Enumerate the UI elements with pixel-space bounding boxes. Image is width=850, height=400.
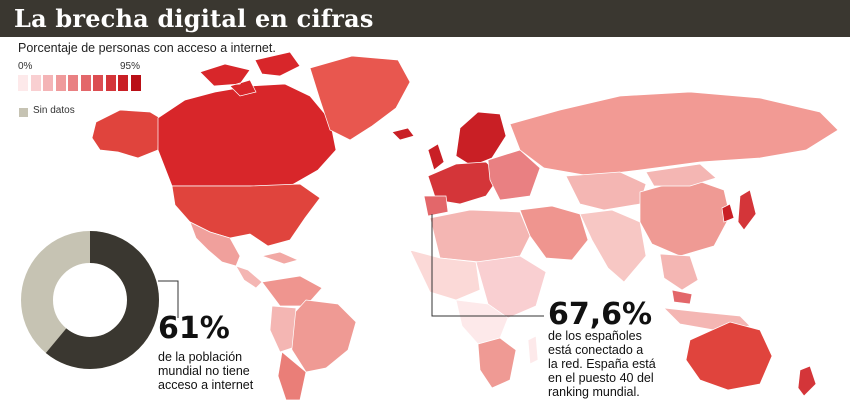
legend-max-label: 95% bbox=[120, 61, 141, 72]
region-south-asia bbox=[579, 209, 647, 283]
legend-scale-step bbox=[55, 75, 66, 91]
map-subtitle: Porcentaje de personas con acceso a inte… bbox=[18, 41, 276, 55]
world-description-line: acceso a internet bbox=[158, 378, 254, 392]
legend-scale-step bbox=[80, 75, 91, 91]
region-caribbean bbox=[260, 251, 300, 265]
spain-callout-line bbox=[431, 214, 544, 317]
spain-connected-percentage: 67,6% bbox=[548, 297, 653, 332]
region-russia bbox=[509, 91, 839, 177]
region-andes bbox=[269, 305, 297, 353]
world-callout-line bbox=[158, 280, 179, 318]
legend-no-data-label: Sin datos bbox=[33, 105, 75, 116]
region-southern-africa bbox=[477, 337, 517, 389]
region-alaska bbox=[91, 109, 161, 159]
region-japan bbox=[737, 189, 757, 231]
world-description-line: mundial no tiene bbox=[158, 364, 250, 378]
region-korea bbox=[721, 203, 735, 223]
world-description-line: de la población bbox=[158, 350, 243, 364]
legend-no-data-swatch bbox=[19, 108, 28, 117]
region-new-zealand bbox=[797, 365, 817, 397]
legend-scale-step bbox=[18, 75, 28, 91]
legend-scale-step bbox=[43, 75, 53, 91]
page-title: La brecha digital en cifras bbox=[14, 4, 374, 33]
region-australia bbox=[685, 321, 773, 391]
region-arctic-islands bbox=[199, 51, 301, 97]
spain-connected-description: de los españoles está conectado a la red… bbox=[548, 329, 688, 399]
legend-scale-step bbox=[93, 75, 103, 91]
legend-color-scale bbox=[18, 75, 143, 91]
legend-scale-step bbox=[105, 75, 116, 91]
region-southeast-asia bbox=[659, 253, 699, 291]
spain-description-line: de los españoles bbox=[548, 329, 642, 343]
region-middle-east bbox=[519, 205, 589, 261]
legend-scale-step bbox=[118, 75, 128, 91]
region-southern-cone bbox=[277, 351, 307, 400]
spain-description-line: ranking mundial. bbox=[548, 385, 640, 399]
spain-description-line: la red. España está bbox=[548, 357, 656, 371]
spain-description-line: está conectado a bbox=[548, 343, 644, 357]
region-west-africa bbox=[409, 249, 481, 301]
region-iceland bbox=[391, 127, 415, 141]
region-greenland bbox=[309, 55, 411, 141]
region-madagascar bbox=[527, 335, 539, 365]
region-northern-south-america bbox=[261, 275, 323, 307]
legend-scale-step bbox=[30, 75, 41, 91]
region-malaysia bbox=[671, 289, 693, 305]
legend-scale-step bbox=[68, 75, 78, 91]
donut-without-access-segment bbox=[21, 231, 159, 369]
region-central-america bbox=[235, 265, 263, 289]
spain-description-line: en el puesto 40 del bbox=[548, 371, 654, 385]
region-scandinavia bbox=[455, 111, 507, 167]
title-bar: La brecha digital en cifras bbox=[0, 0, 850, 37]
world-no-access-description: de la población mundial no tiene acceso … bbox=[158, 350, 253, 392]
legend-min-label: 0% bbox=[18, 61, 33, 72]
region-uk bbox=[427, 143, 445, 171]
legend-scale-step bbox=[130, 75, 141, 91]
region-mongolia bbox=[645, 163, 717, 187]
region-iberia bbox=[423, 195, 449, 217]
world-choropleth-map bbox=[91, 51, 839, 400]
world-no-access-percentage: 61% bbox=[158, 311, 230, 346]
